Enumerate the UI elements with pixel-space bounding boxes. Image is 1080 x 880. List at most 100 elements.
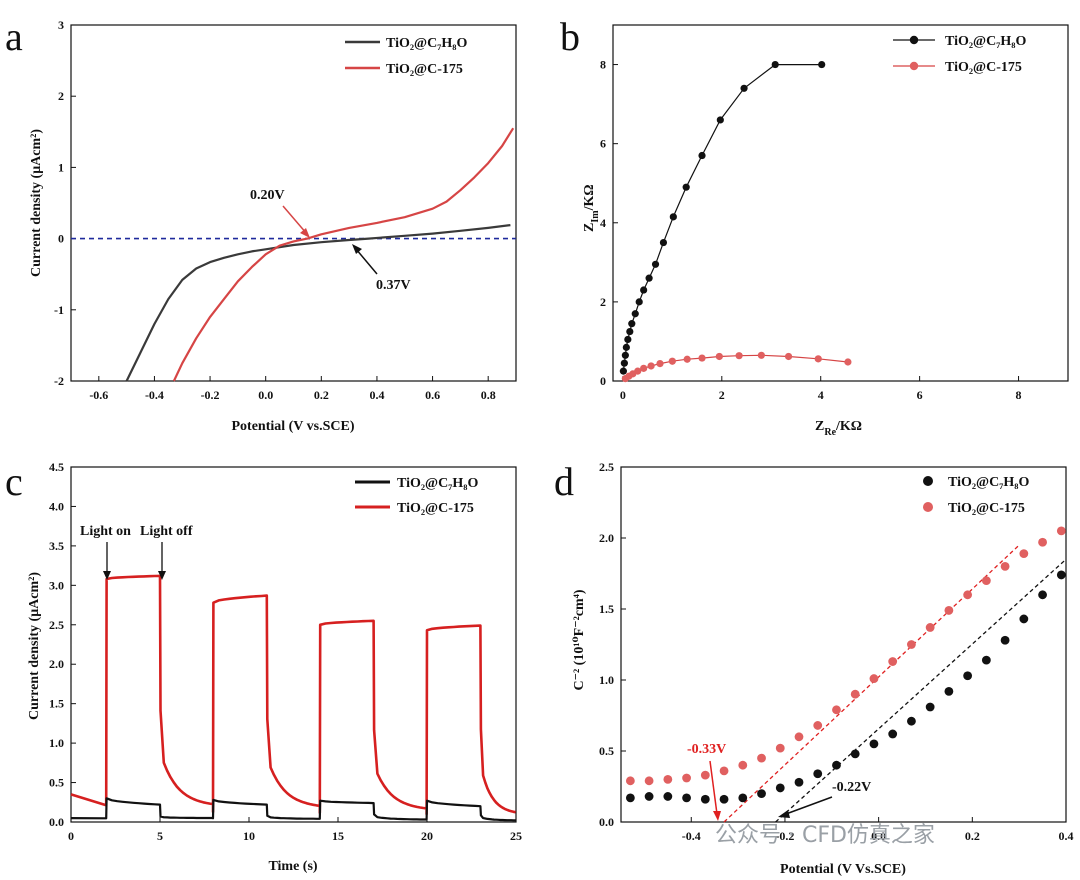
panel-d-legend-marker-red <box>923 502 933 512</box>
panel-a-xtick-label: 0.0 <box>258 388 273 402</box>
panel-d-legend-label-red: TiO₂@C-175 <box>948 501 1025 516</box>
panel-d-ylabel: C⁻² (10¹⁰F⁻²cm⁴) <box>572 589 587 690</box>
panel-d-point-red <box>700 770 710 780</box>
panel-d-point-black <box>832 760 841 770</box>
panel-a: a -0.6 -0.4 -0.2 0.0 0.2 0.4 0.6 0.8 -2 -1 0 1 2 3 Ti… <box>5 14 517 434</box>
panel-d-axes-frame <box>620 466 1067 823</box>
panel-d-point-red <box>907 640 916 649</box>
panel-d-point-red <box>888 657 898 666</box>
panel-b-legend-marker-black <box>909 35 919 45</box>
panel-a-annotation-037v: 0.37V <box>376 278 411 293</box>
panel-b-point-black <box>716 116 724 124</box>
panel-d-arrowhead-neg033v <box>713 811 721 821</box>
panel-d-point-black <box>888 729 898 739</box>
panel-c-light-on-arrowhead <box>103 571 111 580</box>
panel-b-point-red <box>683 355 691 363</box>
panel-b-point-red <box>784 352 793 361</box>
panel-a-xtick-label: -0.6 <box>89 388 108 402</box>
panel-b-label: b <box>560 14 580 59</box>
panel-d-point-black <box>794 777 804 787</box>
panel-b-ylabel-main: Z <box>582 223 597 232</box>
panel-a-axes-frame <box>70 24 517 382</box>
panel-a-ytick-label: 3 <box>58 18 64 32</box>
panel-d-point-red <box>1019 549 1029 559</box>
panel-a-ytick-label: 2 <box>58 89 64 103</box>
panel-d-point-red <box>832 705 841 715</box>
panel-b-point-red <box>634 367 642 375</box>
panel-b-ytick-label: 6 <box>600 137 606 151</box>
panel-c-series-line-black <box>70 797 516 822</box>
panel-c-xtick-label: 0 <box>68 829 74 843</box>
panel-d: d -0.4 -0.2 0.0 0.2 0.4 0.0 0.5 1.0 1.5 2.0 2.5 Ti… <box>554 459 1074 877</box>
panel-d-point-black <box>850 749 860 759</box>
panel-d-annotation-neg022v: -0.22V <box>832 780 871 795</box>
panel-d-legend-marker-black <box>923 476 933 486</box>
panel-c-xtick-label: 15 <box>332 829 344 843</box>
panel-d-point-red <box>794 732 804 742</box>
panel-d-point-red <box>757 753 766 763</box>
panel-d-ytick-label: 2.0 <box>599 531 614 545</box>
panel-c-light-off-arrowhead <box>158 571 166 580</box>
panel-d-xtick-label: 0.2 <box>965 829 980 843</box>
panel-d-point-red <box>963 590 973 600</box>
panel-a-xtick-label: 0.4 <box>369 388 384 402</box>
panel-b-point-black <box>771 60 779 69</box>
panel-d-point-black <box>757 789 766 798</box>
panel-c-ytick-label: 1.0 <box>49 736 64 750</box>
panel-d-label: d <box>554 459 574 504</box>
panel-d-fit-line-black <box>775 558 1067 823</box>
panel-c-ylabel: Current density (μAcm²) <box>27 572 42 720</box>
panel-d-xtick-label: 0.0 <box>871 829 886 843</box>
panel-d-point-black <box>644 792 654 801</box>
panel-b-xlabel-main: Z <box>815 419 824 434</box>
panel-d-arrow-neg022v <box>785 796 833 815</box>
panel-b-point-black <box>740 84 748 92</box>
panel-d-point-black <box>719 794 729 804</box>
panel-a-ytick-label: 1 <box>58 160 64 174</box>
panel-c-light-on-label: Light on <box>80 524 131 539</box>
panel-d-point-red <box>625 776 635 786</box>
panel-a-arrow-020v <box>282 205 308 235</box>
panel-a-series-line-black <box>125 224 511 382</box>
panel-d-point-black <box>775 783 785 793</box>
panel-a-xtick-label: -0.4 <box>145 388 164 402</box>
panel-b-ylabel-sub: Im <box>590 210 601 223</box>
panel-b-point-black <box>645 274 653 282</box>
panel-c-ytick-label: 0.0 <box>49 815 64 829</box>
panel-b-legend: TiO₂@C₇H₈O TiO₂@C-175 <box>893 34 1026 75</box>
panel-d-point-black <box>944 686 954 696</box>
panel-d-point-black <box>682 793 691 803</box>
panel-d-ytick-label: 0.0 <box>599 815 614 829</box>
panel-d-point-red <box>682 773 691 783</box>
panel-d-ytick-label: 0.5 <box>599 744 614 758</box>
panel-b-series-line-black <box>622 63 822 372</box>
panel-b-legend-label-red: TiO₂@C-175 <box>945 60 1022 75</box>
panel-a-arrowhead-037v <box>352 244 362 254</box>
panel-b-point-black <box>628 320 636 328</box>
panel-d-arrow-neg033v <box>709 760 718 815</box>
panel-c-xlabel: Time (s) <box>268 859 317 874</box>
panel-a-arrowhead-020v <box>300 228 310 238</box>
panel-b-point-black <box>620 359 628 367</box>
panel-a-legend-label-red: TiO₂@C-175 <box>386 62 463 77</box>
panel-d-ytick-label: 2.5 <box>599 460 614 474</box>
panel-b-xtick-label: 8 <box>1016 388 1022 402</box>
panel-b-point-red <box>735 352 743 360</box>
panel-c-xtick-label: 10 <box>243 829 255 843</box>
panel-b-legend-marker-red <box>909 61 919 71</box>
panel-b-point-red <box>814 355 822 363</box>
panel-d-xtick-label: 0.4 <box>1059 829 1074 843</box>
panel-a-ylabel: Current density (μAcm²) <box>29 129 44 277</box>
panel-b-point-black <box>622 343 630 351</box>
panel-b-point-red <box>757 351 765 359</box>
panel-b-xlabel-sub: Re <box>824 427 836 438</box>
panel-c-ytick-label: 1.5 <box>49 697 64 711</box>
panel-d-ytick-label: 1.0 <box>599 673 614 687</box>
panel-d-point-black <box>1038 590 1047 600</box>
panel-d-point-black <box>907 716 916 726</box>
panel-b-ytick-label: 0 <box>600 374 606 388</box>
panel-a-series-line-red <box>172 127 515 382</box>
panel-b-point-red <box>668 357 676 365</box>
panel-b-point-black <box>651 260 660 268</box>
panel-c-ytick-label: 4.5 <box>49 460 64 474</box>
